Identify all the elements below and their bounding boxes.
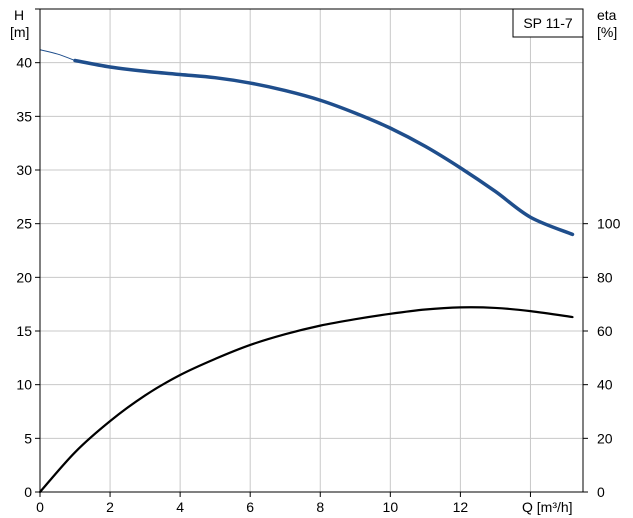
y-left-tick-label: 30	[16, 162, 32, 178]
y-left-label-line2: [m]	[10, 24, 29, 40]
x-tick-label: 6	[246, 499, 254, 515]
head-curve-extension	[39, 49, 76, 61]
axis-ticks: 0 2 4 6 8 10 12 0 5 10 15 20 25 30 35 40 0 20 40 60 80 100	[16, 8, 621, 515]
y-left-tick-label: 25	[16, 216, 32, 232]
y-left-tick-label: 40	[16, 55, 32, 71]
head-curve	[73, 58, 575, 237]
grid	[40, 8, 583, 492]
x-axis-label: Q [m³/h]	[522, 499, 573, 515]
y-right-tick-label: 20	[597, 430, 613, 446]
y-right-label-line1: eta	[597, 7, 617, 23]
y-right-tick-label: 0	[597, 484, 605, 500]
title-box	[512, 8, 584, 38]
x-tick-label: 0	[36, 499, 44, 515]
y-left-tick-label: 0	[24, 484, 32, 500]
y-right-label-line2: [%]	[597, 24, 617, 40]
y-right-tick-label: 80	[597, 269, 613, 285]
y-left-tick-label: 10	[16, 377, 32, 393]
plot-frame	[39, 8, 584, 493]
x-tick-label: 4	[176, 499, 184, 515]
y-left-tick-label: 15	[16, 323, 32, 339]
y-left-label-line1: H	[14, 7, 24, 23]
efficiency-curve	[38, 306, 574, 494]
y-left-tick-label: 35	[16, 108, 32, 124]
y-right-tick-label: 60	[597, 323, 613, 339]
curves	[38, 49, 575, 494]
x-tick-label: 10	[383, 499, 399, 515]
y-left-tick-label: 5	[24, 430, 32, 446]
x-tick-label: 2	[106, 499, 114, 515]
x-tick-label: 8	[316, 499, 324, 515]
x-tick-label: 12	[453, 499, 469, 515]
y-left-tick-label: 20	[16, 269, 32, 285]
y-right-tick-label: 100	[597, 216, 621, 232]
y-right-tick-label: 40	[597, 377, 613, 393]
chart-title: SP 11-7	[523, 15, 573, 31]
